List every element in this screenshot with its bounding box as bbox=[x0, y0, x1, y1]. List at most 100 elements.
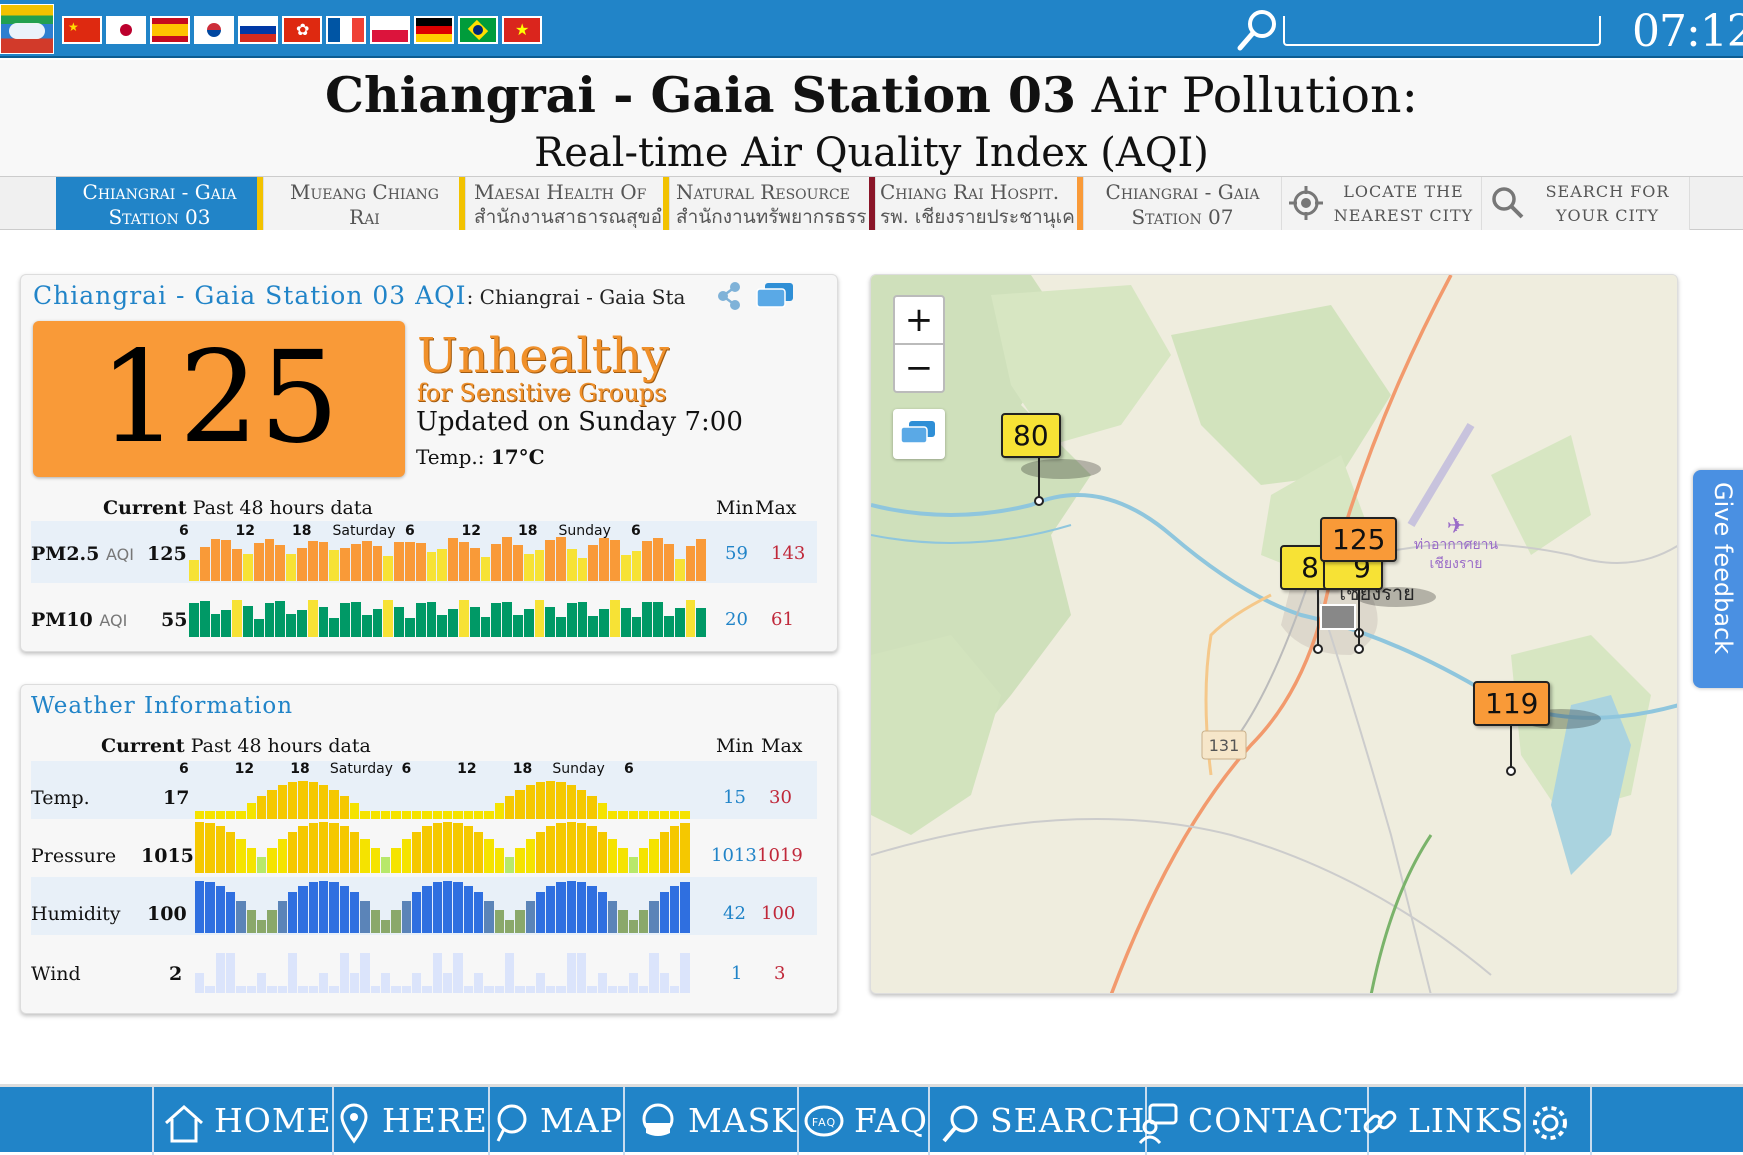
pm10-chart[interactable] bbox=[189, 591, 707, 637]
search-icon[interactable] bbox=[1234, 6, 1282, 54]
pm25-chart[interactable] bbox=[189, 535, 707, 581]
tab-natural-resource[interactable]: Natural Resource สำนักงานทรัพยากรธรร bbox=[670, 177, 876, 230]
tab-mueang-chiang-rai[interactable]: Mueang Chiang Rai bbox=[264, 177, 466, 230]
pm25-row[interactable]: 6 12 18 Saturday 6 12 18 Sunday 6 PM2.5 AQI 125 … bbox=[31, 521, 817, 583]
history-bar bbox=[275, 601, 286, 637]
tab-chiangrai-gaia-03[interactable]: Chiangrai - Gaia Station 03 bbox=[56, 177, 264, 230]
map-layers-button[interactable] bbox=[893, 409, 945, 459]
nav-home[interactable]: HOME bbox=[152, 1087, 334, 1155]
history-bar bbox=[618, 811, 628, 819]
history-bar bbox=[349, 803, 360, 819]
history-bar bbox=[415, 602, 426, 637]
history-bar bbox=[610, 539, 620, 581]
flag-china-icon[interactable]: ★ bbox=[62, 16, 102, 44]
history-bar bbox=[287, 892, 298, 933]
zoom-out-button[interactable]: − bbox=[893, 343, 945, 393]
locate-nearest-city-button[interactable]: Locate the nearest city bbox=[1282, 177, 1482, 230]
history-bar bbox=[401, 985, 411, 993]
station-marker[interactable]: 80 bbox=[1001, 413, 1061, 458]
pressure-row[interactable]: Pressure 1015 1013 1019 bbox=[31, 819, 817, 875]
aqi-level-sub: for Sensitive Groups bbox=[417, 379, 667, 407]
humidity-chart[interactable] bbox=[195, 881, 691, 933]
search-your-city-button[interactable]: Search for your city bbox=[1482, 177, 1690, 230]
nav-contact[interactable]: CONTACT bbox=[1128, 1087, 1370, 1155]
history-bar bbox=[659, 973, 670, 993]
history-bar bbox=[566, 953, 577, 993]
nav-mask[interactable]: MASK bbox=[628, 1087, 799, 1155]
history-bar bbox=[225, 811, 236, 819]
temp-chart[interactable] bbox=[195, 779, 691, 819]
tab-maesai-health[interactable]: Maesai Health Of สำนักงานสาธารณสุขอำ bbox=[466, 177, 670, 230]
history-bar bbox=[275, 544, 286, 581]
flag-poland-icon[interactable] bbox=[370, 16, 410, 44]
history-bar bbox=[401, 839, 411, 873]
nav-search[interactable]: SEARCH bbox=[930, 1087, 1148, 1155]
page-subtitle: Real-time Air Quality Index (AQI) bbox=[534, 130, 1209, 176]
time-tick: 6 bbox=[179, 761, 189, 777]
map-tiles[interactable]: 131 เชียงราย ท่าอากาศยาน เชียงราย ✈ bbox=[871, 275, 1678, 994]
station-marker-current[interactable]: 125 bbox=[1320, 517, 1398, 562]
flag-spain-icon[interactable] bbox=[150, 16, 190, 44]
share-icon[interactable] bbox=[713, 281, 745, 311]
layers-icon bbox=[900, 421, 935, 444]
flag-japan-icon[interactable] bbox=[106, 16, 146, 44]
history-bar bbox=[215, 886, 225, 933]
widget-icon[interactable] bbox=[755, 281, 795, 311]
history-bar bbox=[372, 609, 383, 637]
history-bar bbox=[649, 900, 659, 933]
nav-links[interactable]: LINKS bbox=[1352, 1087, 1527, 1155]
history-bar bbox=[502, 537, 512, 581]
nav-settings[interactable] bbox=[1520, 1087, 1592, 1155]
humidity-row[interactable]: Humidity 100 42 100 bbox=[31, 877, 817, 935]
give-feedback-button[interactable]: Give feedback bbox=[1693, 470, 1743, 688]
history-bar bbox=[432, 811, 442, 819]
tab-chiangrai-gaia-07[interactable]: Chiangrai - Gaia Station 07 bbox=[1084, 177, 1282, 230]
history-bar bbox=[391, 985, 401, 993]
pressure-chart[interactable] bbox=[195, 819, 691, 873]
flag-france-icon[interactable] bbox=[326, 16, 366, 44]
station-marker[interactable]: 119 bbox=[1473, 681, 1551, 726]
history-bar bbox=[329, 789, 339, 819]
pm25-label: PM2.5 AQI bbox=[31, 543, 134, 565]
aqicn-logo[interactable] bbox=[0, 4, 54, 54]
flag-vietnam-icon[interactable]: ★ bbox=[502, 16, 542, 44]
history-bar bbox=[566, 821, 577, 873]
zoom-in-button[interactable]: + bbox=[893, 295, 945, 345]
history-bar bbox=[287, 831, 298, 873]
pm10-row[interactable]: PM10 AQI 55 20 61 bbox=[31, 587, 817, 649]
history-bar bbox=[349, 973, 360, 993]
wind-chart[interactable] bbox=[195, 943, 691, 993]
history-bar bbox=[577, 822, 587, 873]
history-bar bbox=[360, 900, 370, 933]
history-bar bbox=[664, 615, 674, 637]
history-bar bbox=[383, 555, 394, 581]
nav-map[interactable]: MAP bbox=[484, 1087, 625, 1155]
city-search-input[interactable] bbox=[1283, 16, 1601, 46]
history-bar bbox=[545, 607, 556, 637]
map[interactable]: 131 เชียงราย ท่าอากาศยาน เชียงราย ✈ + − … bbox=[870, 274, 1678, 994]
history-bar bbox=[453, 822, 463, 873]
temp-row[interactable]: 6 12 18 Saturday 6 12 18 Sunday 6 Temp. 17 15 30 bbox=[31, 761, 817, 819]
road-number: 131 bbox=[1209, 736, 1240, 755]
history-bar bbox=[608, 839, 618, 873]
nav-faq[interactable]: FAQ FAQ bbox=[794, 1087, 930, 1155]
history-bar bbox=[189, 603, 199, 637]
flag-russia-icon[interactable] bbox=[238, 16, 278, 44]
history-bar bbox=[380, 920, 391, 933]
flag-hong-kong-icon[interactable]: ✿ bbox=[282, 16, 322, 44]
link-icon bbox=[1363, 1110, 1397, 1134]
flag-germany-icon[interactable] bbox=[414, 16, 454, 44]
history-bar bbox=[370, 909, 380, 933]
wind-label: Wind bbox=[31, 963, 81, 985]
flag-brazil-icon[interactable] bbox=[458, 16, 498, 44]
history-bar bbox=[546, 826, 556, 873]
history-bar bbox=[256, 973, 267, 993]
history-bar bbox=[649, 811, 659, 819]
history-bar bbox=[318, 881, 329, 933]
flag-korea-icon[interactable] bbox=[194, 16, 234, 44]
tab-chiang-rai-hospital[interactable]: Chiang Rai Hospit. รพ. เชียงรายประชานุเค bbox=[876, 177, 1084, 230]
nav-here[interactable]: HERE bbox=[326, 1087, 490, 1155]
wind-row[interactable]: Wind 2 1 3 bbox=[31, 937, 817, 995]
history-bar bbox=[484, 811, 494, 819]
history-bar bbox=[653, 538, 664, 581]
